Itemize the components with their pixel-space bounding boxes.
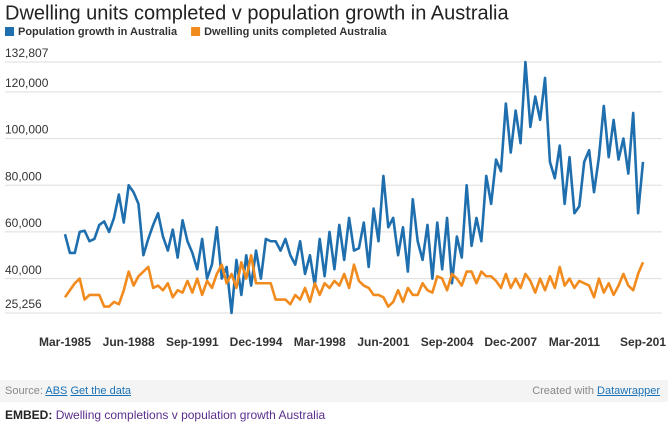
credit-link[interactable]: Datawrapper [597,385,660,397]
footer: Source: ABS Get the data Created with Da… [0,380,668,402]
data-link[interactable]: Get the data [70,385,131,397]
x-tick-label: Dec-1994 [230,335,283,349]
x-tick-label: Mar-1985 [39,335,91,349]
source: Source: ABS Get the data [5,385,131,397]
x-tick-label: Sep-1991 [166,335,219,349]
y-tick-label: 80,000 [5,169,42,183]
y-tick-label: 25,256 [5,297,42,311]
x-tick-label: Sep-2004 [421,335,474,349]
y-tick-label: 132,807 [5,46,49,60]
credit: Created with Datawrapper [532,385,660,397]
x-tick-label: Dec-2007 [484,335,537,349]
legend-label: Dwelling units completed Australia [204,26,387,38]
x-tick-label: Jun-1988 [103,335,155,349]
x-tick-label: Mar-1998 [294,335,346,349]
legend: Population growth in Australia Dwelling u… [5,26,387,38]
y-tick-label: 100,000 [5,123,49,137]
series-line [63,60,645,315]
x-tick-label: Mar-2011 [549,335,601,349]
chart: Dwelling units completed v population gr… [5,2,666,349]
chart-title: Dwelling units completed v population gr… [5,2,509,24]
x-tick-label: Sep-201 [620,335,666,349]
embed: EMBED: Dwelling completions v population… [0,404,668,426]
x-tick-label: Jun-2001 [357,335,409,349]
legend-swatch [5,27,14,36]
y-tick-label: 60,000 [5,216,42,230]
credit-label: Created with [532,385,594,397]
legend-swatch [191,27,201,36]
y-tick-label: 40,000 [5,263,42,277]
y-tick-label: 120,000 [5,76,49,90]
source-label: Source: [5,385,43,397]
legend-label: Population growth in Australia [18,26,178,38]
embed-label: EMBED: [5,408,53,422]
series-line [63,253,645,308]
source-link[interactable]: ABS [45,385,68,397]
embed-text[interactable]: Dwelling completions v population growth… [55,408,326,422]
